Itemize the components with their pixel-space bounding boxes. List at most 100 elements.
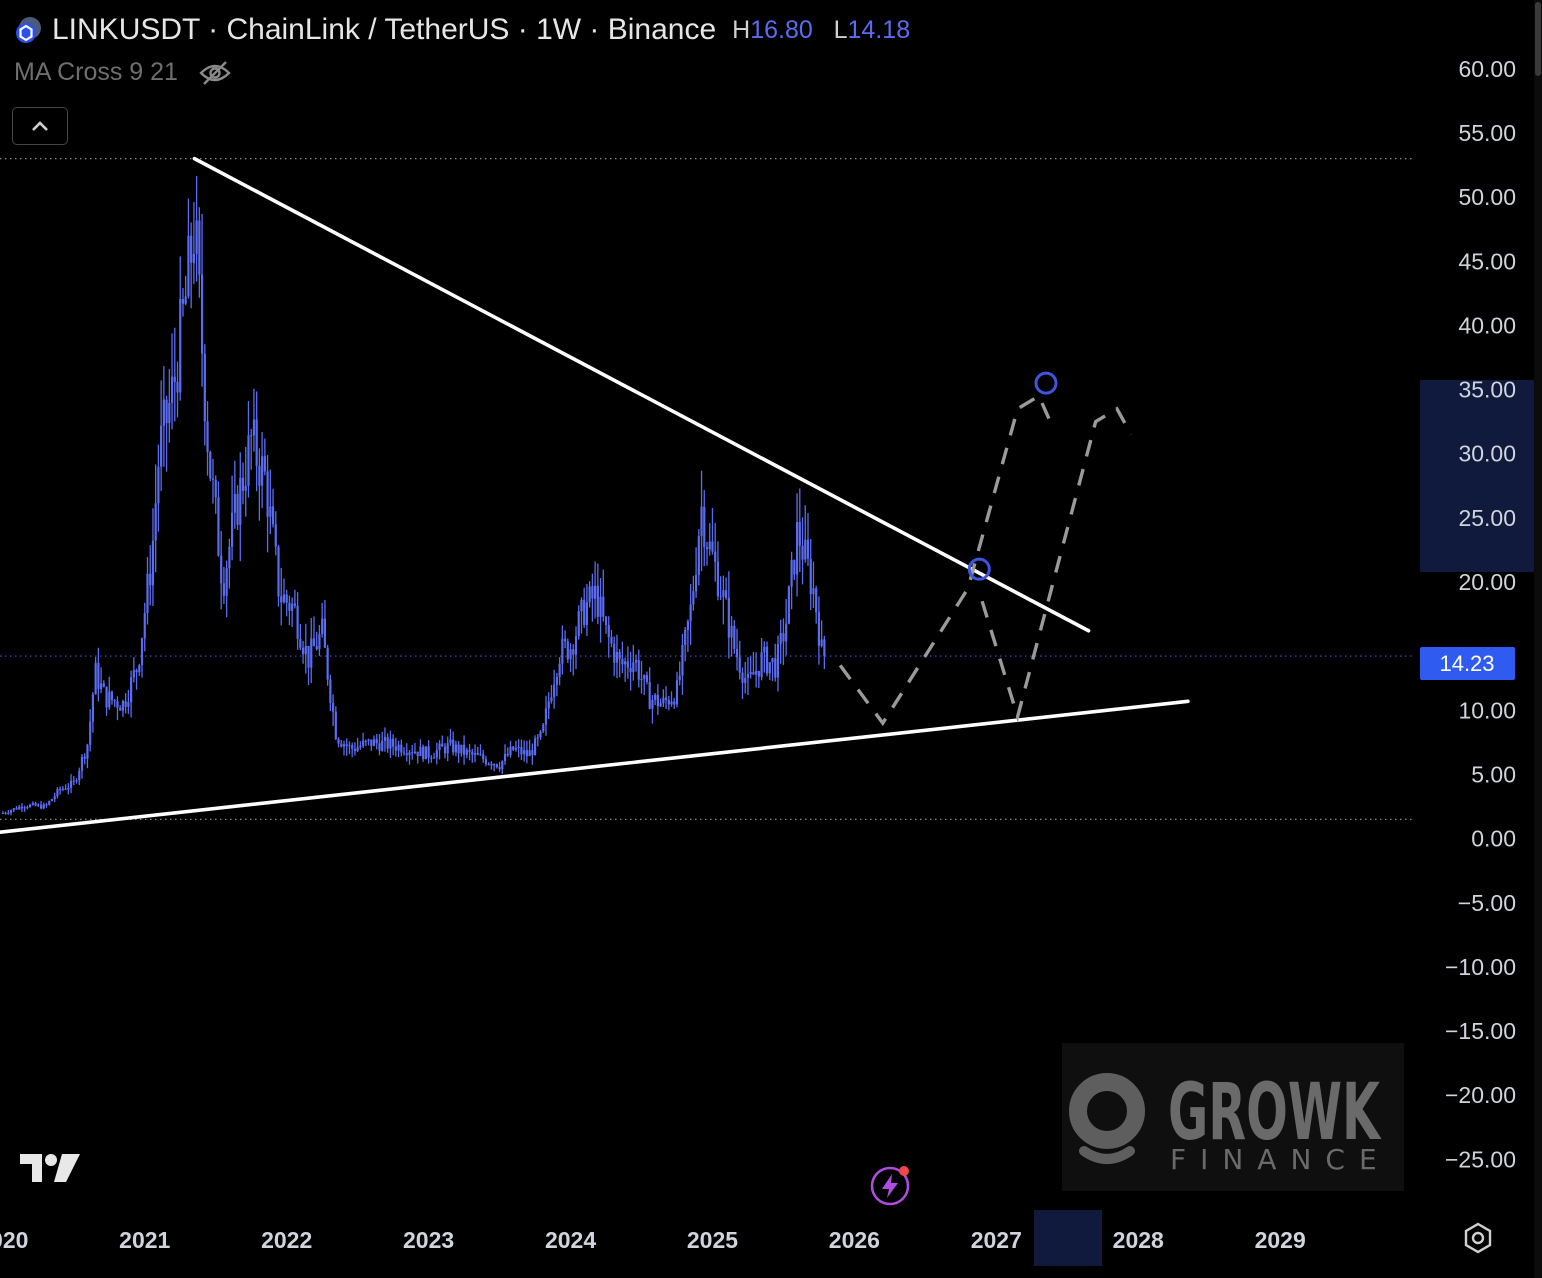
candle-body-108	[296, 605, 299, 639]
price-tick-2: 50.00	[1458, 184, 1516, 210]
candle-body-211	[577, 611, 580, 637]
candle-body-139	[381, 740, 384, 751]
candle-body-26	[72, 780, 75, 782]
candle-body-243	[664, 697, 668, 700]
candle-body-74	[203, 353, 206, 422]
candle-body-45	[124, 701, 127, 707]
price-axis[interactable]: 60.00 55.00 50.00 45.00 40.00 35.00 30.00 25.00…	[1445, 56, 1516, 1173]
tradingview-logo-icon[interactable]	[18, 1150, 82, 1184]
candle-body-183	[501, 761, 504, 770]
candle-body-145	[397, 744, 400, 751]
price-tick-15: −15.00	[1445, 1018, 1516, 1044]
gear-icon[interactable]	[1460, 1220, 1496, 1256]
candle-body-61	[168, 403, 171, 424]
candle-body-119	[326, 647, 329, 680]
candle-body-232	[634, 659, 638, 663]
candle-body-76	[209, 452, 212, 479]
candle-body-33	[91, 694, 95, 722]
candle-body-277	[757, 670, 760, 677]
candle-body-296	[809, 558, 812, 595]
candle-body-189	[517, 746, 520, 748]
target-marker-1	[1034, 371, 1058, 395]
candle-body-185	[506, 753, 509, 756]
time-tick-8: 2028	[1113, 1227, 1164, 1253]
time-tick-2: 2022	[261, 1227, 312, 1253]
candle-body-2	[7, 812, 10, 814]
flash-icon[interactable]	[868, 1164, 912, 1208]
candle-body-94	[258, 465, 261, 486]
candle-body-101	[277, 546, 280, 597]
chart-title[interactable]: LINKUSDT · ChainLink / TetherUS · 1W · B…	[52, 13, 717, 46]
candle-body-72	[198, 220, 201, 275]
growk-finance-watermark: GROWK FINANCE	[1062, 1043, 1404, 1191]
candle-body-254	[694, 574, 698, 592]
candle-body-112	[307, 645, 310, 668]
candle-body-99	[271, 506, 275, 525]
projection-paths[interactable]	[838, 393, 1133, 727]
candle-body-293	[801, 545, 804, 560]
candle-body-8	[23, 807, 26, 809]
scrollbar-thumb[interactable]	[1535, 2, 1541, 76]
candle-series	[1, 176, 826, 816]
candle-body-120	[329, 679, 332, 703]
candle-body-219	[599, 596, 602, 617]
candle-body-69	[190, 235, 193, 263]
candle-body-48	[132, 670, 135, 678]
price-tick-1: 55.00	[1458, 120, 1516, 146]
candle-body-140	[383, 737, 387, 741]
candle-body-109	[299, 638, 302, 648]
candle-body-67	[184, 296, 187, 304]
chainlink-icon[interactable]	[14, 15, 44, 45]
eye-off-icon[interactable]	[198, 60, 232, 86]
candle-body-64	[176, 381, 179, 393]
indicator-legend[interactable]: MA Cross 9 21	[14, 58, 232, 87]
candle-body-40	[110, 691, 114, 701]
candle-body-237	[648, 681, 651, 709]
candle-body-24	[67, 787, 70, 790]
candle-body-240	[656, 694, 659, 707]
candle-body-250	[684, 629, 687, 645]
candle-body-179	[490, 763, 493, 766]
candle-body-81	[222, 583, 226, 596]
candle-body-46	[127, 702, 130, 707]
candle-body-60	[165, 399, 168, 424]
scrollbar[interactable]	[1534, 0, 1542, 1278]
candle-body-162	[443, 746, 447, 754]
candle-body-89	[244, 485, 247, 491]
candle-body-44	[121, 701, 125, 711]
collapse-legend-button[interactable]	[12, 107, 68, 145]
candle-body-282	[771, 658, 774, 663]
candle-body-16	[45, 804, 48, 806]
candle-body-128	[351, 745, 354, 749]
candle-body-272	[744, 677, 747, 683]
candle-body-234	[640, 679, 643, 681]
candle-body-58	[160, 425, 163, 467]
price-tick-8: 20.00	[1458, 569, 1516, 595]
candle-body-249	[681, 644, 684, 676]
candle-body-210	[574, 636, 578, 655]
indicator-label[interactable]: MA Cross 9 21	[14, 58, 178, 86]
candle-body-276	[755, 670, 758, 675]
candle-body-163	[446, 743, 449, 754]
candle-body-91	[250, 435, 253, 437]
candle-body-244	[667, 699, 670, 705]
candle-body-30	[83, 756, 86, 759]
price-tick-13: −5.00	[1458, 890, 1516, 916]
candle-body-136	[372, 739, 376, 746]
candle-body-132	[362, 740, 365, 746]
candle-body-34	[94, 662, 97, 695]
candle-body-102	[280, 596, 283, 603]
projection-path-0	[838, 393, 1055, 727]
candle-body-144	[394, 746, 397, 751]
trendlines[interactable]	[0, 156, 1190, 834]
price-tick-0: 60.00	[1458, 56, 1516, 82]
candle-body-127	[348, 745, 351, 747]
candle-body-289	[790, 559, 793, 587]
target-markers[interactable]	[967, 371, 1058, 581]
candle-body-202	[553, 684, 556, 698]
last-price-badge: 14.23	[1420, 647, 1515, 680]
candle-body-165	[452, 739, 455, 753]
candle-body-295	[806, 539, 810, 559]
